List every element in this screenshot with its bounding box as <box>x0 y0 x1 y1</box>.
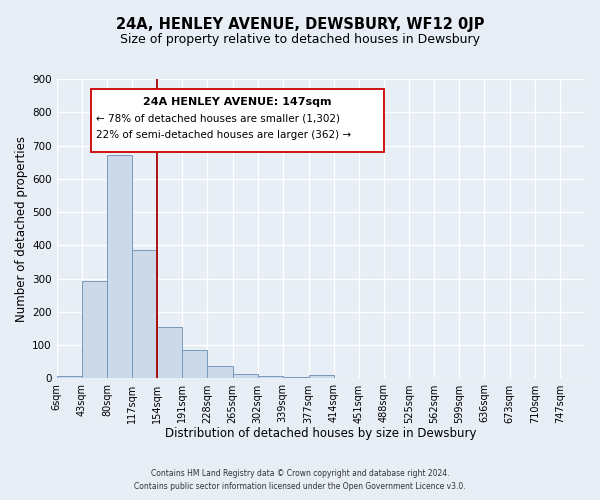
FancyBboxPatch shape <box>91 90 384 152</box>
Text: 24A, HENLEY AVENUE, DEWSBURY, WF12 0JP: 24A, HENLEY AVENUE, DEWSBURY, WF12 0JP <box>116 18 484 32</box>
Bar <box>157 327 182 378</box>
Text: Contains public sector information licensed under the Open Government Licence v3: Contains public sector information licen… <box>134 482 466 491</box>
Bar <box>82 281 107 378</box>
Bar <box>132 250 157 378</box>
Bar <box>308 375 334 378</box>
Y-axis label: Number of detached properties: Number of detached properties <box>15 136 28 322</box>
X-axis label: Distribution of detached houses by size in Dewsbury: Distribution of detached houses by size … <box>165 427 476 440</box>
Text: Contains HM Land Registry data © Crown copyright and database right 2024.: Contains HM Land Registry data © Crown c… <box>151 468 449 477</box>
Text: ← 78% of detached houses are smaller (1,302): ← 78% of detached houses are smaller (1,… <box>96 114 340 124</box>
Bar <box>56 376 82 378</box>
Bar <box>208 366 233 378</box>
Text: Size of property relative to detached houses in Dewsbury: Size of property relative to detached ho… <box>120 32 480 46</box>
Bar <box>107 155 132 378</box>
Bar <box>233 374 257 378</box>
Bar <box>182 350 208 378</box>
Bar <box>283 377 308 378</box>
Text: 24A HENLEY AVENUE: 147sqm: 24A HENLEY AVENUE: 147sqm <box>143 97 332 107</box>
Text: 22% of semi-detached houses are larger (362) →: 22% of semi-detached houses are larger (… <box>96 130 352 140</box>
Bar <box>257 376 283 378</box>
